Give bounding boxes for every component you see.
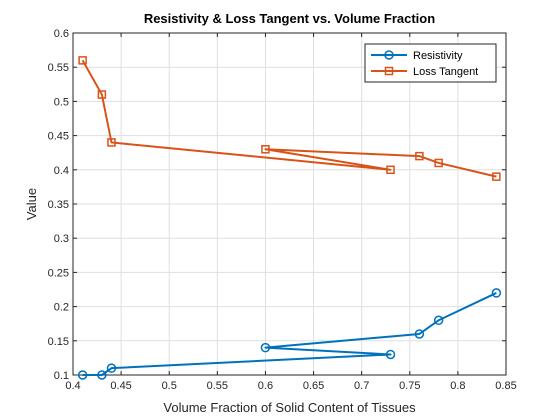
data-point-loss-tangent bbox=[434, 158, 443, 168]
data-point-loss-tangent bbox=[107, 138, 116, 147]
x-tick-label: 0.85 bbox=[495, 380, 516, 392]
chart-title: Resistivity & Loss Tangent vs. Volume Fr… bbox=[144, 11, 435, 26]
y-tick-label: 0.35 bbox=[48, 199, 69, 211]
data-point-loss-tangent bbox=[386, 165, 395, 175]
series-resistivity bbox=[77, 288, 502, 380]
y-tick-label: 0.25 bbox=[48, 267, 69, 279]
data-point-loss-tangent bbox=[78, 56, 87, 65]
data-point-resistivity bbox=[260, 342, 271, 353]
x-tick-label: 0.7 bbox=[354, 380, 369, 392]
x-tick-label: 0.4 bbox=[65, 380, 80, 392]
data-point-resistivity bbox=[414, 329, 425, 339]
legend-label: Loss Tangent bbox=[413, 66, 478, 78]
legend-item-resistivity: Resistivity bbox=[371, 50, 463, 62]
x-tick-label: 0.5 bbox=[162, 380, 177, 392]
x-tick-label: 0.45 bbox=[110, 380, 131, 392]
data-point-loss-tangent bbox=[261, 145, 270, 154]
y-axis-ticks: 0.1 0.15 0.2 0.25 0.3 0.35 0.4 0.45 0.5 0.55 0.6 bbox=[48, 28, 506, 382]
x-axis-label: Volume Fraction of Solid Content of Tiss… bbox=[163, 400, 416, 415]
data-point-resistivity bbox=[433, 315, 444, 326]
grid-lines bbox=[72, 32, 507, 376]
y-tick-label: 0.2 bbox=[54, 302, 69, 314]
y-tick-label: 0.6 bbox=[54, 28, 69, 40]
x-tick-label: 0.75 bbox=[399, 380, 420, 392]
y-tick-label: 0.55 bbox=[48, 62, 69, 74]
x-tick-label: 0.55 bbox=[207, 380, 228, 392]
legend-item-loss-tangent: Loss Tangent bbox=[371, 66, 478, 78]
x-tick-label: 0.6 bbox=[258, 380, 273, 392]
y-tick-label: 0.3 bbox=[54, 233, 69, 245]
legend-box bbox=[364, 43, 497, 83]
data-point-resistivity bbox=[106, 363, 117, 373]
legend-marker bbox=[384, 50, 394, 60]
data-point-resistivity bbox=[77, 370, 88, 380]
y-tick-label: 0.45 bbox=[48, 131, 69, 143]
y-axis-label: Value bbox=[24, 188, 39, 220]
data-point-resistivity bbox=[385, 349, 396, 360]
x-tick-label: 0.8 bbox=[450, 380, 465, 392]
y-tick-label: 0.15 bbox=[48, 336, 69, 348]
x-axis-ticks: 0.4 0.45 0.5 0.55 0.6 0.65 0.7 0.75 0.8 0.85 bbox=[65, 33, 517, 392]
y-tick-label: 0.1 bbox=[54, 370, 69, 382]
legend: Resistivity Loss Tangent bbox=[364, 43, 497, 83]
y-tick-label: 0.4 bbox=[54, 165, 69, 177]
y-tick-label: 0.5 bbox=[54, 96, 69, 108]
series-layer bbox=[77, 56, 502, 380]
data-point-resistivity bbox=[491, 288, 502, 298]
x-tick-label: 0.65 bbox=[303, 380, 324, 392]
data-point-loss-tangent bbox=[492, 172, 501, 181]
series-loss-tangent bbox=[78, 56, 501, 181]
legend-label: Resistivity bbox=[413, 50, 463, 62]
data-point-loss-tangent bbox=[415, 151, 424, 161]
legend-marker bbox=[384, 66, 394, 76]
data-point-loss-tangent bbox=[97, 90, 107, 99]
data-point-resistivity bbox=[97, 370, 107, 380]
